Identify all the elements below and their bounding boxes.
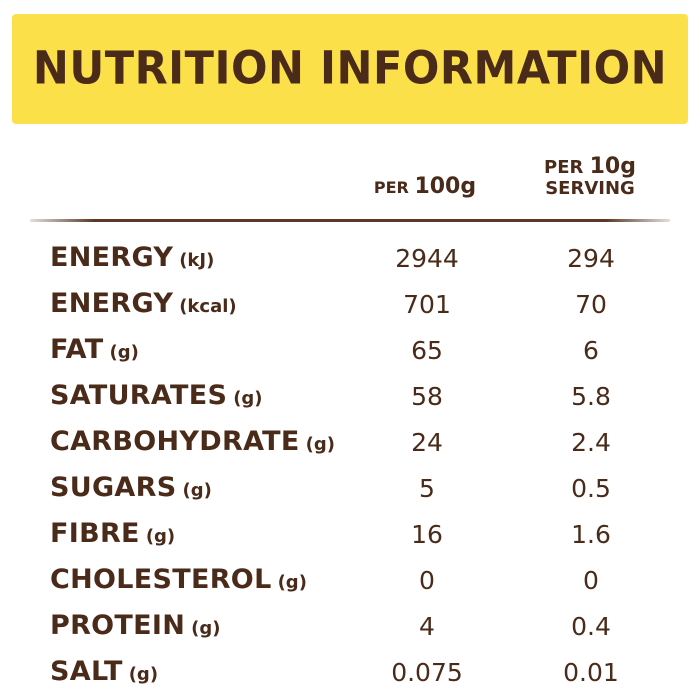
value-per-100g: 16 xyxy=(411,520,443,549)
nutrient-label: SALT (g) xyxy=(50,656,158,687)
nutrient-unit: (g) xyxy=(305,434,335,455)
nutrient-name: ENERGY xyxy=(50,242,174,273)
nutrient-label: ENERGY (kJ) xyxy=(50,242,214,273)
value-per-10g: 0.4 xyxy=(571,612,611,641)
nutrient-unit: (g) xyxy=(277,572,307,593)
nutrient-unit: (g) xyxy=(109,342,139,363)
value-per-10g: 1.6 xyxy=(571,520,611,549)
nutrient-unit: (kJ) xyxy=(179,250,215,271)
value-per-10g: 2.4 xyxy=(571,428,611,457)
column-header-per-100g-line1: PER xyxy=(373,178,409,197)
nutrient-name: SALT xyxy=(50,656,123,687)
column-header-per-10g-per: PER xyxy=(544,157,590,178)
nutrient-label: CHOLESTEROL (g) xyxy=(50,564,307,595)
nutrient-unit: (kcal) xyxy=(179,296,237,317)
header-divider xyxy=(30,219,670,222)
table-row: FAT (g) 65 6 xyxy=(0,330,700,376)
nutrient-unit: (g) xyxy=(128,664,159,685)
value-per-10g: 0.5 xyxy=(571,474,611,503)
value-per-10g: 0.01 xyxy=(563,658,619,687)
column-header-per-10g-serving: PER 10g SERVING xyxy=(510,154,670,200)
page-title: NUTRITION INFORMATION xyxy=(32,42,668,96)
nutrient-label: SATURATES (g) xyxy=(50,380,263,411)
nutrient-name: CHOLESTEROL xyxy=(50,564,272,595)
column-header-per-10g-line2: SERVING xyxy=(545,178,635,200)
table-row: SUGARS (g) 5 0.5 xyxy=(0,468,700,514)
nutrition-table: ENERGY (kJ) 2944 294 ENERGY (kcal) 701 70 FAT (g)… xyxy=(0,238,700,698)
nutrient-unit: (g) xyxy=(191,618,221,639)
column-header-per-10g-line1: PER 10g xyxy=(510,154,670,179)
nutrient-unit: (g) xyxy=(182,480,212,501)
title-banner: NUTRITION INFORMATION xyxy=(12,14,688,124)
table-row: CARBOHYDRATE (g) 24 2.4 xyxy=(0,422,700,468)
table-row: ENERGY (kJ) 2944 294 xyxy=(0,238,700,284)
nutrient-label: ENERGY (kcal) xyxy=(50,288,237,319)
nutrient-unit: (g) xyxy=(233,388,263,409)
nutrient-name: PROTEIN xyxy=(50,610,186,641)
nutrient-name: FIBRE xyxy=(50,518,140,549)
nutrient-name: CARBOHYDRATE xyxy=(50,426,300,457)
value-per-100g: 24 xyxy=(411,428,443,457)
nutrient-unit: (g) xyxy=(145,526,176,547)
value-per-10g: 0 xyxy=(583,566,599,595)
nutrient-name: SATURATES xyxy=(50,380,228,411)
nutrient-label: PROTEIN (g) xyxy=(50,610,220,641)
column-header-per-10g-amount: 10g xyxy=(589,154,636,179)
value-per-100g: 5 xyxy=(419,474,435,503)
value-per-100g: 0.075 xyxy=(391,658,463,687)
value-per-100g: 0 xyxy=(419,566,435,595)
nutrient-label: FAT (g) xyxy=(50,334,139,365)
nutrient-name: FAT xyxy=(50,334,104,365)
nutrient-name: ENERGY xyxy=(50,288,174,319)
value-per-10g: 70 xyxy=(575,290,607,319)
table-row: PROTEIN (g) 4 0.4 xyxy=(0,606,700,652)
table-row: FIBRE (g) 16 1.6 xyxy=(0,514,700,560)
table-row: SATURATES (g) 58 5.8 xyxy=(0,376,700,422)
table-row: CHOLESTEROL (g) 0 0 xyxy=(0,560,700,606)
value-per-10g: 5.8 xyxy=(571,382,611,411)
nutrient-label: CARBOHYDRATE (g) xyxy=(50,426,335,457)
value-per-10g: 6 xyxy=(583,336,599,365)
column-header-per-100g-line2: 100g xyxy=(414,174,477,199)
value-per-100g: 4 xyxy=(419,612,435,641)
value-per-100g: 65 xyxy=(411,336,443,365)
nutrient-label: SUGARS (g) xyxy=(50,472,212,503)
value-per-100g: 701 xyxy=(403,290,451,319)
column-header-per-100g: PER 100g xyxy=(330,174,520,199)
value-per-10g: 294 xyxy=(567,244,615,273)
nutrient-name: SUGARS xyxy=(50,472,177,503)
table-row: SALT (g) 0.075 0.01 xyxy=(0,652,700,698)
value-per-100g: 2944 xyxy=(395,244,459,273)
nutrient-label: FIBRE (g) xyxy=(50,518,175,549)
value-per-100g: 58 xyxy=(411,382,443,411)
table-row: ENERGY (kcal) 701 70 xyxy=(0,284,700,330)
